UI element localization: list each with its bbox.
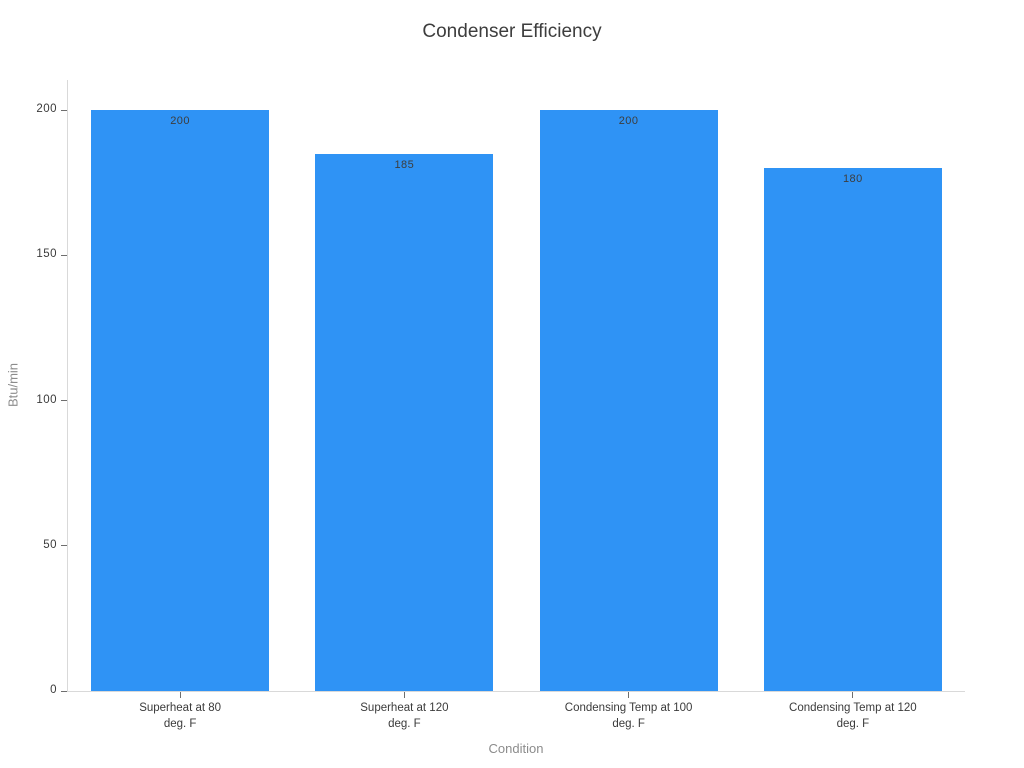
x-axis-title: Condition <box>488 741 544 756</box>
y-tick-label: 50 <box>43 538 57 551</box>
y-tick-mark <box>61 254 67 256</box>
x-tick-mark <box>628 692 630 698</box>
bar <box>315 153 494 691</box>
y-tick-mark <box>61 400 67 401</box>
y-axis-line <box>67 80 68 692</box>
x-tick-label: Condensing Temp at 100 deg. F <box>564 702 693 730</box>
x-tick-label: Superheat at 120 deg. F <box>360 702 449 730</box>
chart-title: Condenser Efficiency <box>422 21 602 42</box>
y-tick-mark <box>61 690 67 692</box>
x-tick-label: Condensing Temp at 120 deg. F <box>789 702 917 730</box>
bar-value-label: 185 <box>394 158 415 171</box>
bar-value-label: 180 <box>842 173 863 186</box>
x-axis-line <box>68 691 965 692</box>
bar-value-label: 200 <box>170 115 191 127</box>
y-tick-mark <box>61 545 67 547</box>
bar-value-label: 200 <box>618 115 639 127</box>
x-tick-mark <box>179 692 181 698</box>
y-axis-title: Btu/min <box>5 362 21 408</box>
y-tick-mark <box>61 109 67 111</box>
bar <box>763 168 942 691</box>
y-tick-label: 100 <box>36 393 57 406</box>
y-tick-label: 150 <box>36 248 57 261</box>
bar <box>539 110 718 691</box>
x-tick-mark <box>403 692 405 698</box>
x-tick-mark <box>852 692 854 698</box>
bar <box>91 110 270 691</box>
y-tick-label: 200 <box>36 103 57 115</box>
y-tick-label: 0 <box>50 684 57 696</box>
x-tick-label: Superheat at 80 deg. F <box>139 702 222 730</box>
